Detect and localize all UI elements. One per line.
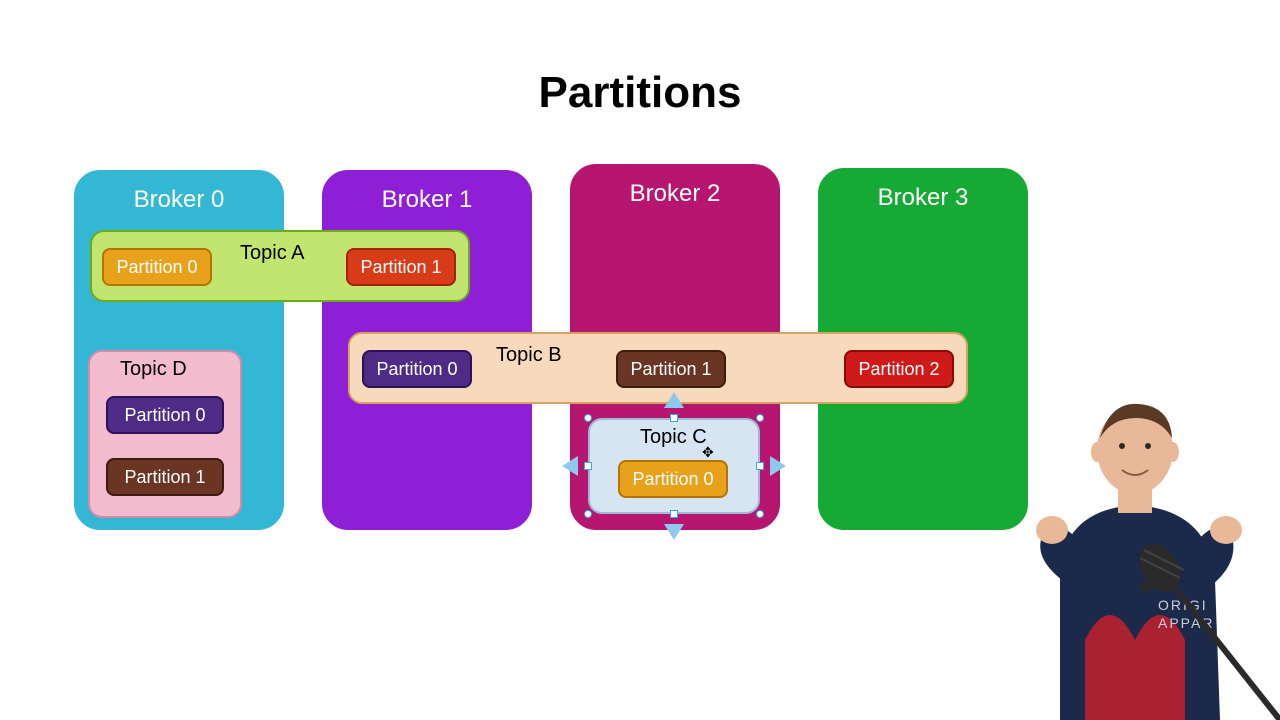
selection-arrow-down (664, 524, 684, 540)
selection-arrow-right (770, 456, 786, 476)
broker-label-2: Broker 2 (572, 180, 778, 208)
topic-a-partition-1[interactable]: Partition 1 (346, 248, 456, 286)
selection-handle-7[interactable] (756, 510, 764, 518)
selection-handle-3[interactable] (584, 462, 592, 470)
presenter-figure: ORIGI APPAR (990, 380, 1280, 720)
topic-b-partition-1[interactable]: Partition 1 (616, 350, 726, 388)
selection-handle-2[interactable] (756, 414, 764, 422)
topic-a-partition-0[interactable]: Partition 0 (102, 248, 212, 286)
topic-d-label: Topic D (120, 358, 187, 381)
topic-c-partition-0[interactable]: Partition 0 (618, 460, 728, 498)
selection-handle-6[interactable] (670, 510, 678, 518)
topic-b-label: Topic B (496, 344, 562, 367)
broker-label-3: Broker 3 (820, 184, 1026, 212)
selection-arrow-left (562, 456, 578, 476)
topic-d-partition-0[interactable]: Partition 0 (106, 396, 224, 434)
diagram-stage: Partitions Broker 0 Broker 1 Broker 2 Broke… (0, 0, 1280, 720)
selection-arrow-up (664, 392, 684, 408)
selection-handle-1[interactable] (670, 414, 678, 422)
page-title: Partitions (0, 68, 1280, 118)
topic-d-partition-1[interactable]: Partition 1 (106, 458, 224, 496)
selection-handle-5[interactable] (584, 510, 592, 518)
topic-b-partition-2[interactable]: Partition 2 (844, 350, 954, 388)
selection-handle-0[interactable] (584, 414, 592, 422)
broker-label-1: Broker 1 (324, 186, 530, 214)
cursor-icon: ✥ (702, 444, 714, 461)
topic-b-partition-0[interactable]: Partition 0 (362, 350, 472, 388)
topic-a-label: Topic A (240, 242, 304, 265)
broker-label-0: Broker 0 (76, 186, 282, 214)
topic-c-label: Topic C (640, 426, 707, 449)
selection-handle-4[interactable] (756, 462, 764, 470)
